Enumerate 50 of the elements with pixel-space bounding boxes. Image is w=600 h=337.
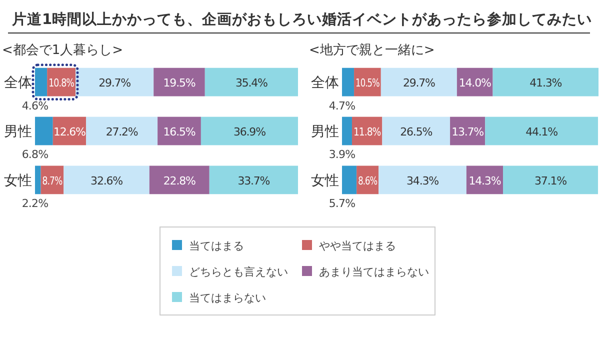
data-label: 14.0% [458,76,491,90]
data-label: 4.6% [22,99,48,112]
chart-subtitle: <都会で1人暮らし> [2,43,124,58]
bar [35,68,48,96]
y-tick-label: 女性 [4,172,32,189]
data-label: 29.7% [402,76,436,90]
data-label: 44.1% [526,126,558,138]
data-label: 3.9% [328,148,356,162]
y-tick-label: 女性 [311,172,339,189]
data-label: 14.3% [468,174,501,188]
y-tick-label: 全体 [4,75,32,92]
data-label: 13.7% [452,126,484,138]
data-label: 19.5% [163,76,196,90]
data-label: 26.5% [400,126,432,138]
data-label: 16.5% [163,126,196,138]
y-tick-label: 全体 [311,75,339,92]
data-label: 6.8% [22,148,48,162]
bar [35,166,41,194]
y-tick-label: 男性 [311,124,339,140]
bar [342,116,352,146]
data-label: 8.7% [42,174,68,188]
data-label: 29.7% [98,76,131,90]
data-label: 11.8% [353,126,386,138]
bar [35,116,53,146]
chart-subtitle: <地方で親と一緒に> [309,42,435,58]
data-label: 10.5% [356,76,388,90]
chart-title: 片道1時間以上かかっても、企画がおもしろい婚活イベントがあったら参加してみたい [11,11,592,28]
legend-label: やや当てはまる [319,240,396,252]
data-label: 22.8% [163,174,196,188]
legend-label: 当てはまる [189,240,244,252]
data-label: 37.1% [534,174,567,188]
legend-label: 当てはまらない [189,292,266,304]
bar [342,68,354,96]
bar [342,166,357,194]
data-label: 41.3% [530,76,562,90]
data-label: 5.7% [328,197,356,210]
data-label: 35.4% [235,76,268,90]
data-label: 33.7% [238,174,270,188]
y-tick-label: 男性 [4,124,32,140]
data-label: 12.6% [53,126,86,138]
data-label: 27.2% [106,126,138,138]
data-label: 32.6% [90,174,123,188]
data-label: 10.8% [48,76,81,90]
data-label: 4.7% [328,99,356,112]
data-label: 8.6% [358,174,384,188]
data-label: 2.2% [22,197,48,210]
data-label: 36.9% [234,126,266,138]
data-label: 34.3% [406,174,439,188]
legend-label: あまり当てはまらない [319,266,429,278]
legend-label: どちらとも言えない [189,266,288,278]
